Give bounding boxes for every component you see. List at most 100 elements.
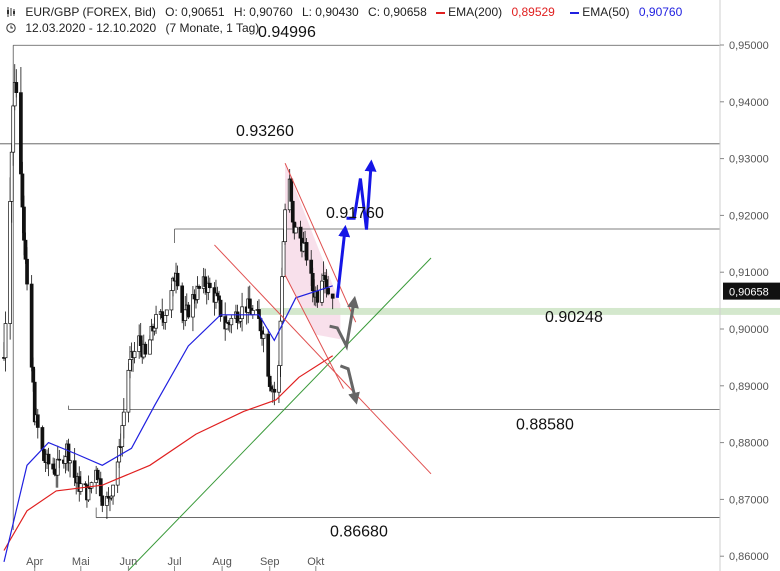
level-label-4: 0.88580 — [516, 417, 574, 434]
candle-body-28 — [63, 456, 68, 464]
candle-body-1 — [3, 323, 8, 359]
support-zone-band — [260, 307, 780, 315]
candle-body-99 — [215, 292, 220, 297]
x-tick-label-5: Sep — [260, 556, 280, 568]
y-tick-label-0: 0,95000 — [729, 40, 769, 52]
y-tick-label-6: 0,89000 — [729, 381, 769, 393]
level-label-2: 0.91760 — [326, 205, 384, 222]
candle-body-110 — [238, 318, 243, 322]
scenario-bullish-continuation — [346, 159, 377, 230]
candle-body-11 — [25, 258, 29, 285]
ema200-value: 0,89529 — [511, 5, 555, 19]
candle-body-141 — [304, 242, 309, 261]
candle-body-22 — [51, 463, 56, 470]
candle-body-70 — [152, 327, 157, 332]
candle-body-116 — [250, 310, 255, 315]
candle-body-10 — [23, 239, 28, 260]
candle-body-91 — [197, 286, 201, 289]
candle-body-86 — [186, 304, 191, 318]
x-tick-label-6: Okt — [307, 556, 324, 568]
candle-body-58 — [128, 359, 132, 371]
close-value: C: 0,90658 — [368, 5, 427, 19]
trendline-channel-lower — [284, 274, 344, 389]
y-tick-label-4: 0,91000 — [729, 267, 769, 279]
candle-body-130 — [281, 241, 286, 277]
candle-body-71 — [154, 314, 158, 329]
y-tick-label-1: 0,94000 — [729, 97, 769, 109]
candle-body-43 — [95, 469, 100, 481]
candle-body-17 — [40, 427, 45, 450]
header-line-2: 12.03.2020 - 12.10.2020 (7 Monate, 1 Tag… — [6, 21, 265, 35]
candle-body-18 — [42, 448, 46, 461]
ema50-swatch — [570, 11, 580, 14]
ema-layer — [3, 285, 334, 563]
ema200-legend: EMA(200) 0,89529 — [436, 5, 561, 19]
candle-body-52 — [115, 461, 120, 486]
candle-body-73 — [160, 311, 165, 319]
candle-body-2 — [8, 201, 12, 324]
candle-body-81 — [175, 272, 180, 287]
candle-body-6 — [14, 82, 19, 93]
candle-body-119 — [258, 318, 263, 332]
scenario-bullish — [335, 224, 351, 298]
scenario-bearish — [339, 364, 360, 405]
candle-body-66 — [143, 343, 148, 355]
candle-body-31 — [68, 460, 72, 464]
candle-body-136 — [293, 226, 298, 234]
symbol-name: EUR/GBP (FOREX, Bid) — [25, 5, 156, 19]
trendlines-layer — [128, 162, 432, 571]
candle-body-114 — [247, 298, 252, 309]
candle-body-101 — [218, 299, 223, 317]
candle-body-4 — [11, 105, 16, 153]
ema50-label: EMA(50) — [582, 5, 630, 19]
candle-body-3 — [9, 151, 14, 202]
candle-body-133 — [289, 178, 294, 202]
candle-body-151 — [326, 287, 330, 295]
levels-layer — [0, 44, 720, 530]
candle-body-126 — [272, 388, 277, 393]
scenarios-layer — [329, 159, 377, 405]
candle-body-129 — [280, 276, 284, 322]
candle-body-100 — [217, 295, 221, 301]
candle-body-123 — [267, 375, 272, 387]
candle-body-25 — [55, 458, 60, 476]
trendline-uptrend — [128, 257, 432, 571]
axis-layer: 0,95000 0,94000 0,93000 0,92000 0,91000 0,900… — [26, 0, 780, 571]
ema50-legend: EMA(50) 0,90760 — [570, 5, 688, 19]
candle-body-147 — [320, 280, 324, 303]
candle-body-152 — [330, 293, 335, 299]
open-value: O: 0,90651 — [165, 5, 225, 19]
level-label-5: 0.86680 — [330, 524, 388, 541]
candle-body-7 — [19, 92, 23, 175]
candle-body-121 — [261, 333, 266, 339]
ema50-value: 0,90760 — [638, 5, 683, 19]
candle-body-51 — [111, 484, 115, 497]
trendline-channel-upper — [284, 162, 357, 323]
candle-body-111 — [240, 306, 244, 319]
candle-body-84 — [183, 309, 188, 321]
clock-icon — [6, 22, 16, 33]
x-tick-label-3: Jul — [167, 556, 181, 568]
candle-body-131 — [283, 209, 287, 243]
trendline-channel-outer — [214, 244, 432, 475]
candle-body-75 — [163, 315, 168, 323]
candle-body-16 — [35, 414, 40, 428]
candle-body-149 — [323, 275, 327, 280]
annotations-layer: 0.94996 0.93260 0.91760 0.90248 0.88580 0.866… — [236, 24, 603, 540]
ema200-swatch — [436, 11, 446, 14]
candle-body-143 — [310, 272, 315, 292]
y-tick-label-5: 0,90000 — [729, 324, 769, 336]
candle-body-30 — [66, 443, 71, 464]
candle-body-23 — [52, 468, 57, 475]
candle-body-134 — [290, 200, 295, 223]
candlestick-icon — [6, 6, 16, 17]
y-tick-label-3: 0,92000 — [729, 210, 769, 222]
ema200-line — [3, 355, 334, 551]
candle-body-82 — [180, 285, 185, 313]
header-line-1: EUR/GBP (FOREX, Bid) O: 0,90651 H: 0,907… — [6, 5, 694, 19]
candle-body-137 — [298, 226, 303, 239]
candle-body-93 — [203, 276, 208, 287]
candle-body-21 — [46, 453, 51, 465]
zones-layer — [260, 163, 780, 340]
